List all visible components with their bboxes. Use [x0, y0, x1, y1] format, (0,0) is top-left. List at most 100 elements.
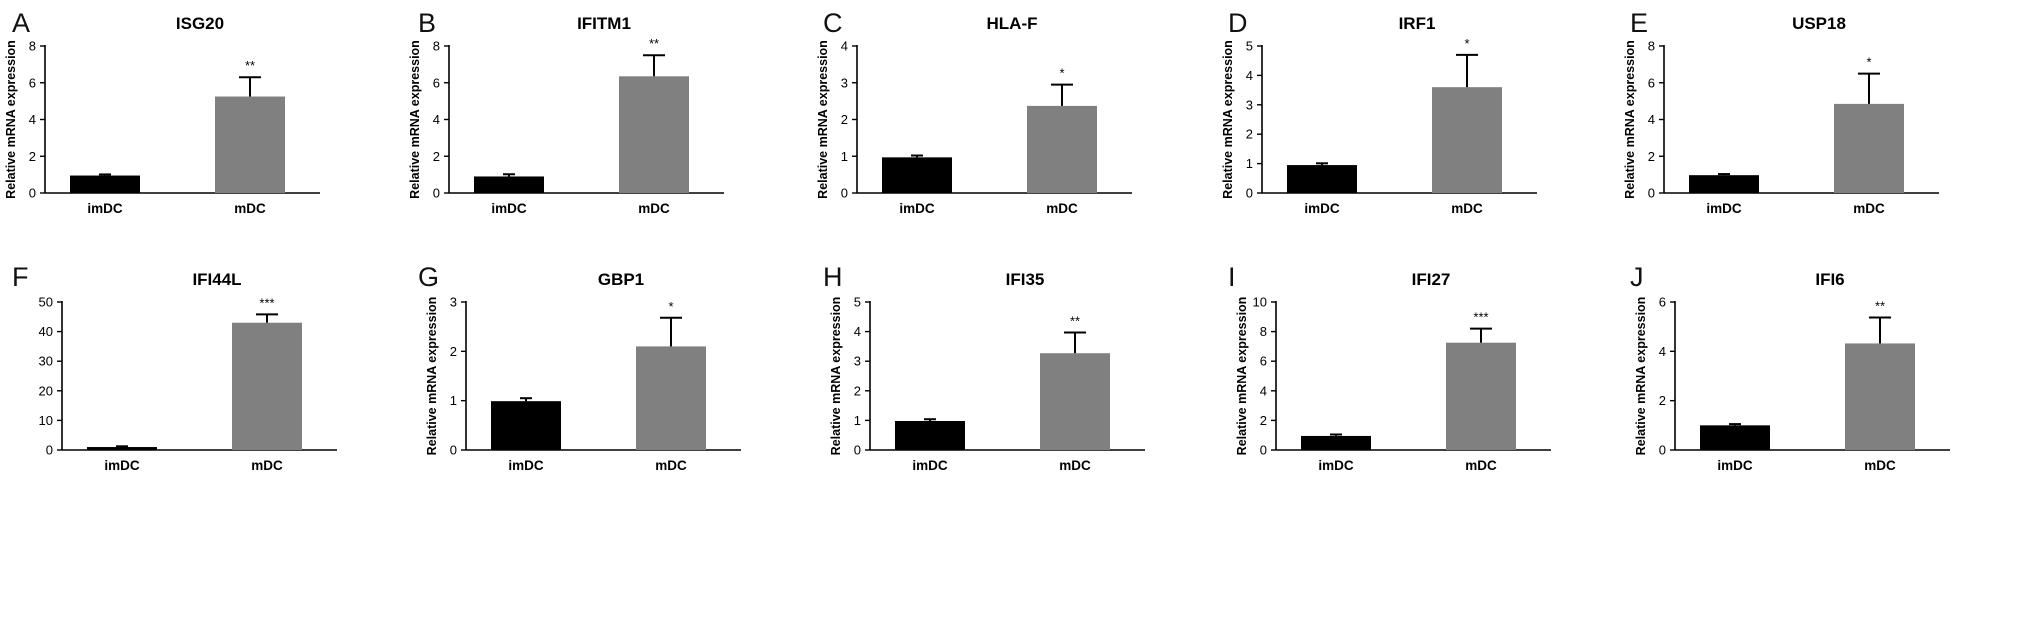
y-tick-label: 3 [841, 75, 848, 90]
y-tick-label: 3 [854, 354, 861, 369]
x-tick-label: mDC [638, 201, 670, 216]
y-tick-label: 2 [1246, 127, 1253, 142]
bar-mdc [1845, 343, 1915, 450]
x-tick-label: mDC [655, 458, 687, 473]
bar-imdc [70, 175, 140, 193]
y-axis-label: Relative mRNA expression [408, 40, 422, 199]
chart-title: ISG20 [176, 14, 224, 33]
chart-panel-c: HLA-F 0 1 2 3 4 Relative mRNA expression imDC mD… [816, 14, 1132, 216]
chart-panel-h: IFI35 0 1 2 3 4 5 Relative mRNA expression imDC m… [829, 270, 1145, 473]
bar-mdc [1834, 103, 1904, 193]
panel-letter: C [823, 8, 843, 38]
panel-letter: E [1630, 8, 1649, 38]
chart-panel-e: USP18 0 2 4 6 8 Relative mRNA expression imDC mD… [1623, 14, 1939, 216]
y-tick-label: 2 [841, 112, 848, 127]
y-tick-label: 4 [1246, 68, 1253, 83]
chart-panel-b: IFITM1 0 2 4 6 8 Relative mRNA expression imDC m… [408, 14, 724, 216]
x-tick-label: imDC [1717, 458, 1753, 473]
chart-title: IFI35 [1006, 270, 1045, 289]
chart-title: USP18 [1792, 14, 1846, 33]
y-tick-label: 0 [1246, 186, 1253, 201]
panel-letter: D [1228, 8, 1248, 38]
y-tick-label: 1 [450, 393, 457, 408]
bar-imdc [491, 401, 561, 450]
y-tick-label: 0 [854, 443, 861, 458]
chart-panel-j: IFI6 0 2 4 6 Relative mRNA expression imDC mDC *… [1634, 270, 1950, 473]
bar-imdc [895, 420, 965, 450]
y-tick-label: 1 [854, 413, 861, 428]
significance-marker: *** [1473, 310, 1488, 325]
panel-letter: G [418, 262, 440, 292]
x-tick-label: mDC [1046, 201, 1078, 216]
y-tick-label: 1 [841, 149, 848, 164]
y-tick-label: 6 [1659, 295, 1666, 310]
x-tick-label: imDC [491, 201, 527, 216]
panel-letter: B [418, 8, 437, 38]
chart-title: GBP1 [598, 270, 644, 289]
panel-letter: I [1228, 262, 1236, 292]
y-axis-label: Relative mRNA expression [829, 297, 843, 456]
y-tick-label: 10 [39, 413, 53, 428]
x-tick-label: mDC [234, 201, 266, 216]
y-tick-label: 6 [29, 75, 36, 90]
bar-mdc [1040, 353, 1110, 450]
chart-panel-a: ISG20 0 2 4 6 8 Relative mRNA expression imDC mD… [4, 14, 320, 216]
chart-panel-i: IFI27 0 2 4 6 8 10 Relative mRNA expression imDC… [1235, 270, 1551, 473]
y-tick-label: 4 [841, 39, 848, 54]
bar-mdc [1432, 87, 1502, 193]
y-tick-label: 40 [39, 324, 53, 339]
y-tick-label: 3 [1246, 97, 1253, 112]
y-tick-label: 0 [1260, 443, 1267, 458]
y-axis-label: Relative mRNA expression [1623, 40, 1637, 199]
significance-marker: ** [1875, 299, 1885, 314]
y-tick-label: 0 [841, 186, 848, 201]
y-tick-label: 0 [29, 186, 36, 201]
chart-title: HLA-F [987, 14, 1038, 33]
x-tick-label: mDC [1451, 201, 1483, 216]
significance-marker: * [1464, 36, 1469, 51]
chart-title: IFITM1 [577, 14, 631, 33]
chart-title: IFI27 [1412, 270, 1451, 289]
bar-imdc [1287, 165, 1357, 193]
y-axis-label: Relative mRNA expression [1634, 297, 1648, 456]
y-tick-label: 8 [433, 39, 440, 54]
x-tick-label: imDC [899, 201, 935, 216]
bar-imdc [474, 176, 544, 193]
x-tick-label: mDC [1465, 458, 1497, 473]
y-tick-label: 4 [1260, 383, 1267, 398]
y-tick-label: 2 [854, 383, 861, 398]
x-tick-label: imDC [104, 458, 140, 473]
panel-letter: A [12, 8, 31, 38]
significance-marker: * [668, 299, 673, 314]
y-tick-label: 1 [1246, 156, 1253, 171]
y-tick-label: 2 [1659, 393, 1666, 408]
y-axis-label: Relative mRNA expression [816, 40, 830, 199]
panel-letter: F [12, 262, 29, 292]
panel-letter: H [823, 262, 843, 292]
y-axis-label: Relative mRNA expression [1235, 297, 1249, 456]
y-tick-label: 0 [450, 443, 457, 458]
x-tick-label: mDC [251, 458, 283, 473]
y-tick-label: 0 [433, 186, 440, 201]
chart-panel-d: IRF1 0 1 2 3 4 5 Relative mRNA expression imDC mD… [1221, 14, 1537, 216]
bar-mdc [636, 346, 706, 450]
bar-mdc [232, 322, 302, 450]
bar-imdc [1689, 175, 1759, 193]
y-tick-label: 4 [1659, 344, 1666, 359]
y-tick-label: 2 [29, 149, 36, 164]
y-tick-label: 4 [29, 112, 36, 127]
y-tick-label: 6 [1260, 354, 1267, 369]
y-tick-label: 4 [854, 324, 861, 339]
x-tick-label: imDC [1304, 201, 1340, 216]
x-tick-label: imDC [87, 201, 123, 216]
chart-panel-f: IFI44L 0 10 20 30 40 50 imDC mDC *** [39, 270, 337, 473]
y-tick-label: 4 [1648, 112, 1655, 127]
x-tick-label: imDC [508, 458, 544, 473]
y-tick-label: 30 [39, 354, 53, 369]
significance-marker: ** [245, 58, 255, 73]
y-tick-label: 4 [433, 112, 440, 127]
significance-marker: ** [649, 36, 659, 51]
y-tick-label: 20 [39, 383, 53, 398]
bar-mdc [215, 96, 285, 193]
